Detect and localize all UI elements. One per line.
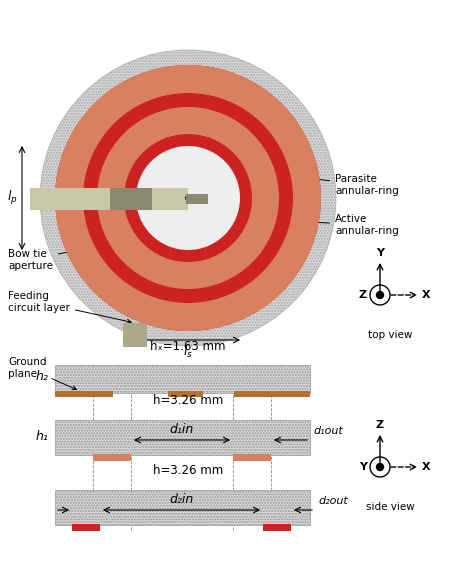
Circle shape bbox=[55, 65, 321, 331]
Bar bbox=[263, 524, 291, 531]
Text: Parasite
annular-ring: Parasite annular-ring bbox=[284, 174, 399, 196]
Text: $l_p$: $l_p$ bbox=[8, 189, 18, 207]
Circle shape bbox=[376, 292, 383, 298]
Text: d₂in: d₂in bbox=[170, 493, 194, 506]
Circle shape bbox=[55, 65, 321, 331]
Bar bbox=[55, 490, 310, 525]
Text: $y_0$: $y_0$ bbox=[193, 248, 208, 262]
Text: Active
annular-ring: Active annular-ring bbox=[274, 214, 399, 236]
Text: top view: top view bbox=[368, 330, 412, 340]
Bar bbox=[234, 391, 310, 397]
Text: d₁out: d₁out bbox=[313, 426, 343, 436]
Circle shape bbox=[40, 50, 336, 346]
Text: Y: Y bbox=[376, 248, 384, 258]
Bar bbox=[30, 188, 188, 210]
Text: h=3.26 mm: h=3.26 mm bbox=[153, 464, 223, 477]
Bar bbox=[123, 323, 147, 347]
Bar bbox=[55, 391, 113, 397]
Text: hₓ=1.63 mm: hₓ=1.63 mm bbox=[150, 341, 226, 354]
Bar bbox=[233, 454, 271, 461]
Bar bbox=[110, 188, 152, 210]
Bar bbox=[55, 365, 310, 393]
Circle shape bbox=[97, 107, 279, 289]
Text: Feeding
circuit layer: Feeding circuit layer bbox=[8, 291, 131, 323]
Circle shape bbox=[83, 93, 293, 303]
Text: Z: Z bbox=[359, 290, 367, 300]
Bar bbox=[186, 194, 208, 204]
Text: d₂out: d₂out bbox=[318, 496, 348, 506]
Text: h=3.26 mm: h=3.26 mm bbox=[153, 394, 223, 407]
Bar bbox=[93, 454, 131, 461]
Circle shape bbox=[376, 464, 383, 470]
Text: $l_s$: $l_s$ bbox=[183, 344, 193, 360]
Text: Z: Z bbox=[376, 420, 384, 430]
Text: X: X bbox=[422, 462, 430, 472]
Text: $w_p$: $w_p$ bbox=[153, 148, 169, 162]
Circle shape bbox=[185, 195, 191, 201]
Text: h₂: h₂ bbox=[35, 371, 48, 384]
Bar bbox=[55, 420, 310, 455]
Text: Bow tie
aperture: Bow tie aperture bbox=[8, 241, 111, 271]
Circle shape bbox=[124, 134, 252, 262]
Bar bbox=[72, 524, 100, 531]
Text: d₁in: d₁in bbox=[170, 423, 194, 436]
Circle shape bbox=[136, 146, 240, 250]
Text: side view: side view bbox=[365, 502, 414, 512]
Text: Ground
plane: Ground plane bbox=[8, 357, 76, 390]
Text: h₁: h₁ bbox=[35, 430, 48, 443]
Text: Y: Y bbox=[359, 462, 367, 472]
Bar bbox=[168, 391, 203, 397]
Text: X: X bbox=[422, 290, 430, 300]
